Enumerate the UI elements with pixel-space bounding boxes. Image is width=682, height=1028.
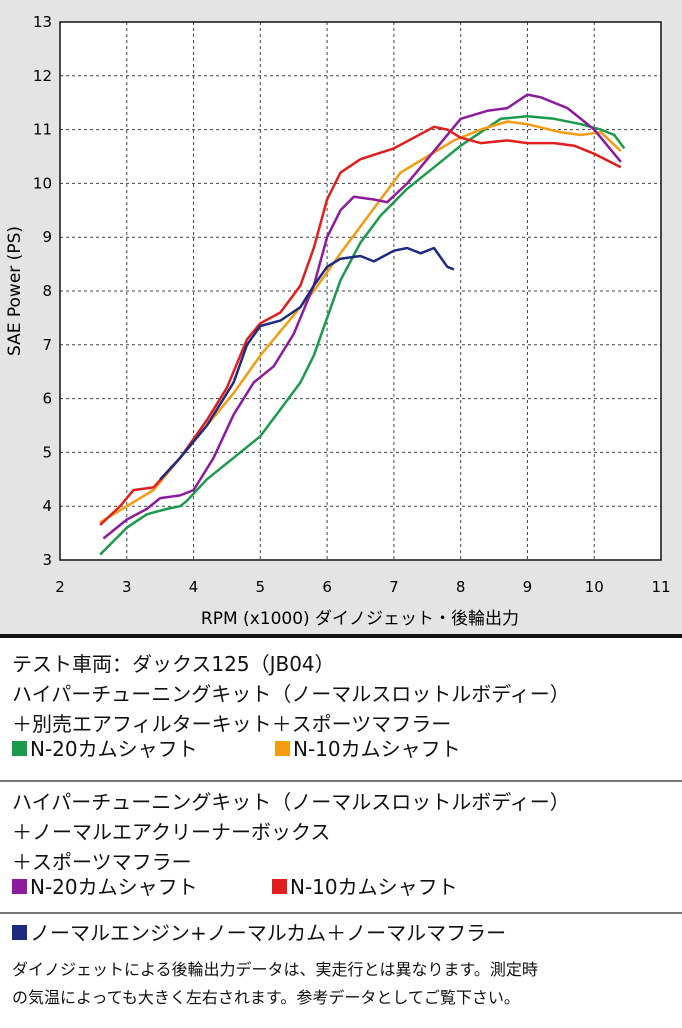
x-tick-label: 9 xyxy=(523,578,533,596)
plot-border xyxy=(59,21,662,561)
y-tick-label: 6 xyxy=(42,390,52,408)
legend-swatch xyxy=(272,879,287,894)
x-tick-label: 10 xyxy=(585,578,604,596)
divider xyxy=(0,634,682,638)
x-tick-label: 7 xyxy=(389,578,399,596)
footnote: の気温によっても大きく左右されます。参考データとしてご覧下さい。 xyxy=(12,988,520,1007)
y-tick-label: 11 xyxy=(33,121,52,139)
legend-label: ノーマルエンジン+ノーマルカム＋ノーマルマフラー xyxy=(30,921,506,945)
caption-line: ハイパーチューニングキット（ノーマルスロットルボディー） xyxy=(12,682,570,706)
legend-label: N-10カムシャフト xyxy=(290,875,458,899)
x-tick-label: 6 xyxy=(322,578,332,596)
series-line xyxy=(99,114,626,556)
legend-label: N-10カムシャフト xyxy=(293,737,461,761)
y-tick-label: 12 xyxy=(33,67,52,85)
legend-label: N-20カムシャフト xyxy=(30,875,198,899)
x-tick-label: 5 xyxy=(256,578,266,596)
legend-swatch xyxy=(12,879,27,894)
y-tick-label: 10 xyxy=(33,174,52,192)
x-tick-label: 11 xyxy=(651,578,670,596)
divider xyxy=(0,912,682,914)
series-line xyxy=(102,93,622,540)
y-tick-label: 4 xyxy=(42,497,52,515)
y-tick-label: 8 xyxy=(42,282,52,300)
legend-swatch xyxy=(12,741,27,756)
footnote: ダイノジェットによる後輪出力データは、実走行とは異なります。測定時 xyxy=(12,960,538,979)
y-tick-label: 5 xyxy=(42,443,52,461)
caption-vehicle: テスト車両：ダックス125（JB04） xyxy=(12,652,335,676)
series-line xyxy=(159,246,455,481)
divider xyxy=(0,780,682,782)
caption-line: ＋別売エアフィルターキット＋スポーツマフラー xyxy=(12,712,451,736)
y-tick-label: 13 xyxy=(33,13,52,31)
x-tick-label: 8 xyxy=(456,578,466,596)
y-axis-label: SAE Power (PS) xyxy=(5,226,25,356)
y-tick-label: 7 xyxy=(42,336,52,354)
y-tick-label: 9 xyxy=(42,228,52,246)
y-tick-label: 3 xyxy=(42,551,52,569)
x-tick-label: 3 xyxy=(122,578,132,596)
caption-line: ＋ノーマルエアクリーナーボックス xyxy=(12,820,330,844)
caption-line: ＋スポーツマフラー xyxy=(12,850,192,874)
legend-label: N-20カムシャフト xyxy=(30,737,198,761)
caption-line: ハイパーチューニングキット（ノーマルスロットルボディー） xyxy=(12,790,570,814)
x-axis-label: RPM (x1000) ダイノジェット・後輪出力 xyxy=(201,609,519,629)
x-tick-label: 4 xyxy=(189,578,199,596)
legend-swatch xyxy=(275,741,290,756)
legend-swatch xyxy=(12,925,27,940)
x-tick-label: 2 xyxy=(55,578,65,596)
